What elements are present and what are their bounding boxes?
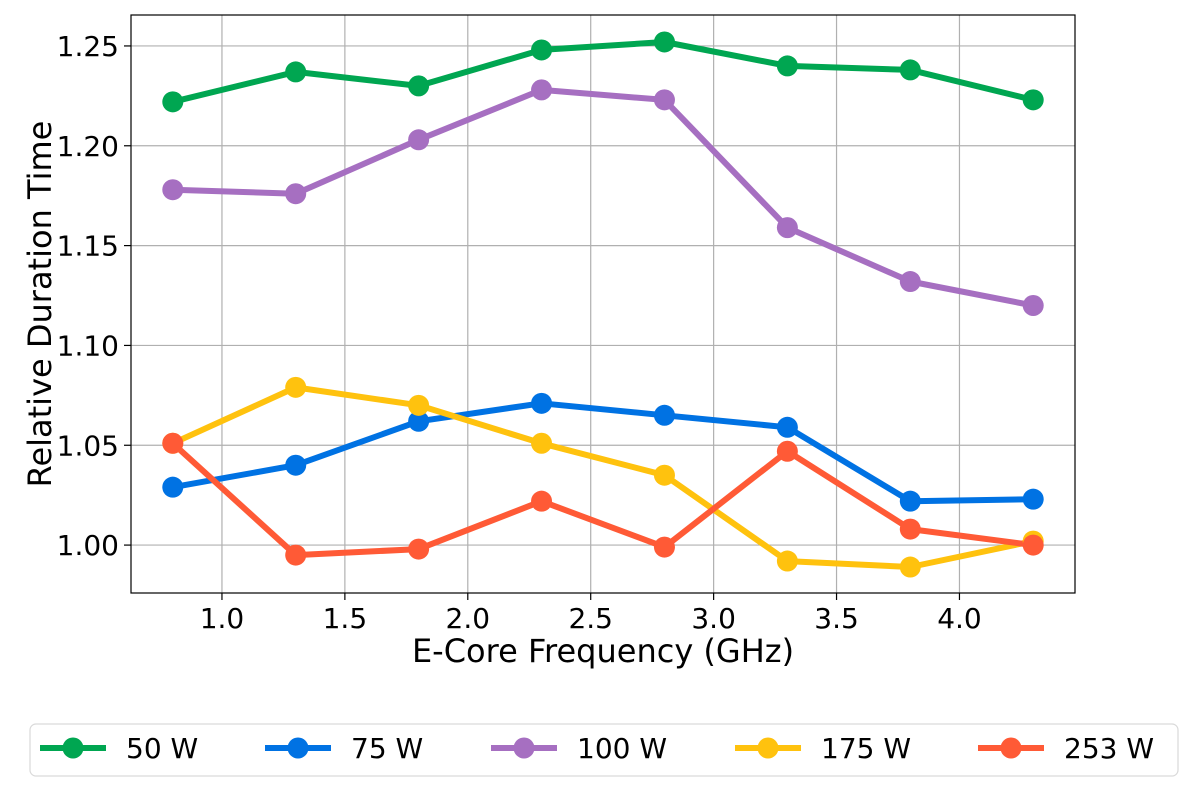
- data-point-50w: [408, 75, 430, 97]
- y-axis-title: Relative Duration Time: [21, 121, 59, 488]
- data-point-50w: [285, 61, 307, 83]
- x-axis-ticks: 1.0 1.5 2.0 2.5 3.0 3.5 4.0: [200, 593, 982, 635]
- data-point-175w: [285, 376, 307, 398]
- legend-marker-50w: [62, 737, 84, 759]
- data-point-50w: [531, 39, 553, 61]
- data-point-100w: [531, 79, 553, 101]
- data-point-50w: [1022, 89, 1044, 111]
- series-line-175w: [169, 384, 1037, 570]
- data-point-175w: [776, 550, 798, 572]
- plot-frame: [130, 14, 1076, 594]
- legend-label-100w: 100 W: [577, 732, 667, 765]
- legend-marker-175w: [757, 737, 779, 759]
- x-tick-label: 2.5: [568, 602, 613, 635]
- data-point-175w: [408, 394, 430, 416]
- x-tick-label: 3.5: [814, 602, 859, 635]
- y-tick-label: 1.15: [57, 230, 119, 263]
- y-tick-label: 1.10: [57, 329, 119, 362]
- y-tick-label: 1.00: [57, 529, 119, 562]
- data-point-253w: [1022, 534, 1044, 556]
- grid-lines: [131, 15, 1075, 593]
- data-point-75w: [776, 416, 798, 438]
- data-point-50w: [162, 91, 184, 113]
- data-point-50w: [776, 55, 798, 77]
- data-point-100w: [899, 271, 921, 293]
- data-point-100w: [653, 89, 675, 111]
- x-tick-label: 1.0: [200, 602, 245, 635]
- data-point-253w: [899, 518, 921, 540]
- y-tick-label: 1.20: [57, 130, 119, 163]
- data-point-175w: [531, 432, 553, 454]
- data-point-75w: [408, 410, 430, 432]
- y-axis-ticks: 1.00 1.05 1.10 1.15 1.20 1.25: [57, 30, 131, 562]
- data-point-75w: [162, 476, 184, 498]
- legend-label-75w: 75 W: [351, 732, 423, 765]
- y-tick-label: 1.25: [57, 30, 119, 63]
- data-point-100w: [1022, 294, 1044, 316]
- legend-marker-253w: [1000, 737, 1022, 759]
- legend-label-253w: 253 W: [1064, 732, 1154, 765]
- x-axis-title: E-Core Frequency (GHz): [412, 632, 794, 670]
- data-point-100w: [285, 183, 307, 205]
- legend-marker-75w: [287, 737, 309, 759]
- legend-box: [29, 723, 1179, 777]
- data-point-50w: [899, 59, 921, 81]
- data-point-253w: [653, 536, 675, 558]
- x-tick-label: 4.0: [937, 602, 982, 635]
- data-point-75w: [285, 454, 307, 476]
- x-tick-label: 2.0: [446, 602, 491, 635]
- data-point-253w: [285, 544, 307, 566]
- data-point-100w: [776, 217, 798, 239]
- data-point-75w: [531, 392, 553, 414]
- series-line-75w: [169, 400, 1037, 505]
- y-tick-label: 1.05: [57, 429, 119, 462]
- data-point-175w: [899, 556, 921, 578]
- series-line-50w: [169, 39, 1037, 105]
- data-point-100w: [408, 129, 430, 151]
- data-point-50w: [653, 31, 675, 53]
- series-lines: [169, 39, 1037, 570]
- legend: 50 W 75 W 100 W 175 W 253 W: [29, 723, 1179, 777]
- legend-label-50w: 50 W: [126, 732, 198, 765]
- data-point-75w: [653, 404, 675, 426]
- legend-label-175w: 175 W: [821, 732, 911, 765]
- series-line-253w: [169, 440, 1037, 559]
- series-points: [162, 31, 1044, 578]
- data-point-253w: [531, 490, 553, 512]
- data-point-253w: [162, 432, 184, 454]
- data-point-253w: [776, 440, 798, 462]
- x-tick-label: 3.0: [691, 602, 736, 635]
- x-tick-label: 1.5: [323, 602, 368, 635]
- data-point-75w: [1022, 488, 1044, 510]
- data-point-75w: [899, 490, 921, 512]
- series-line-100w: [169, 86, 1037, 309]
- legend-marker-100w: [513, 737, 535, 759]
- data-point-100w: [162, 179, 184, 201]
- data-point-253w: [408, 538, 430, 560]
- data-point-175w: [653, 464, 675, 486]
